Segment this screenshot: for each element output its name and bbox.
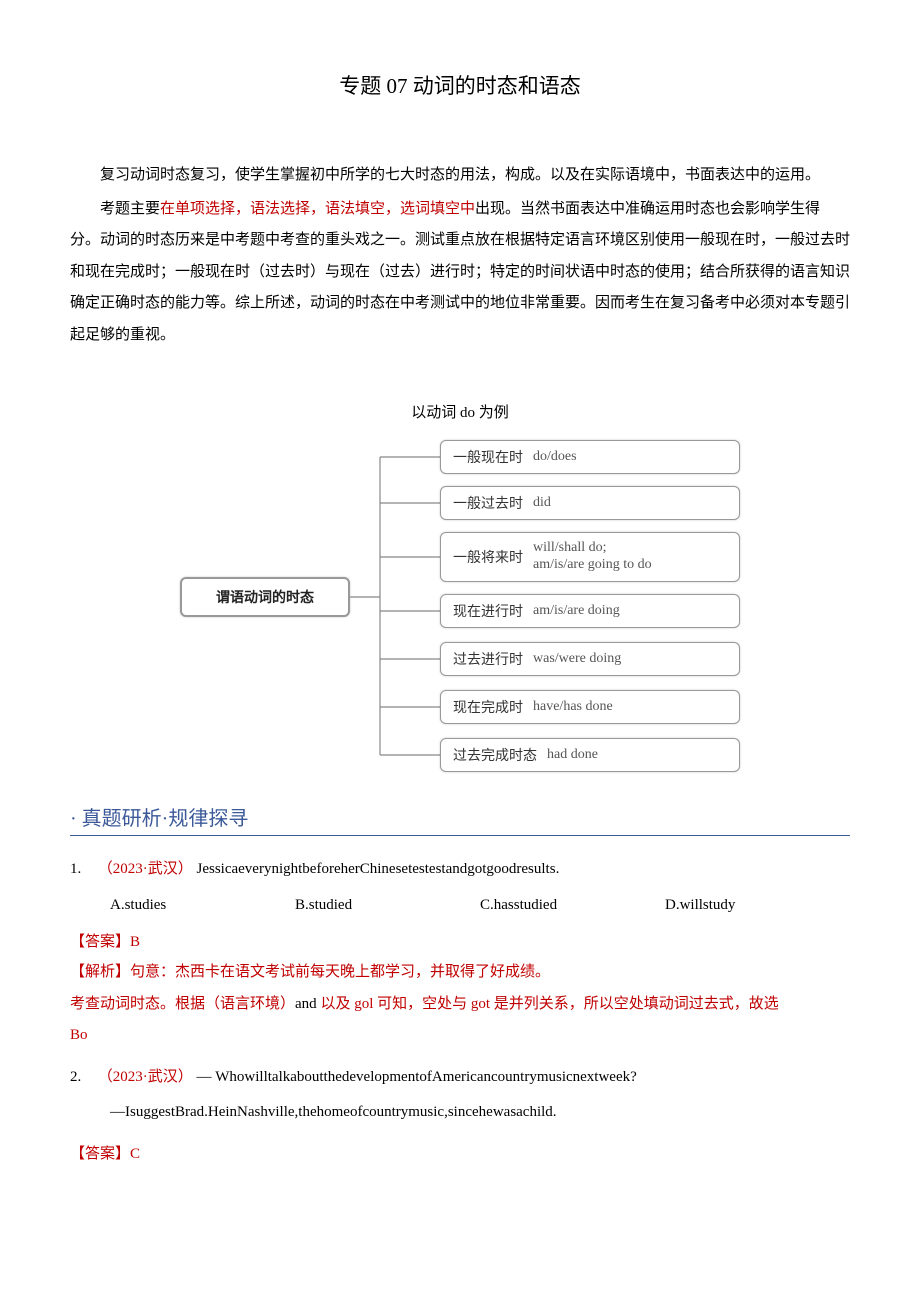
diagram-leaf-6: 过去完成时态 had done [440, 738, 740, 772]
diagram-root: 谓语动词的时态 [180, 577, 350, 617]
q1: 1. （2023·武汉） JessicaeverynightbeforeherC… [70, 854, 850, 886]
page-title: 专题 07 动词的时态和语态 [70, 70, 850, 100]
q2-source: （2023·武汉） [98, 1069, 193, 1085]
diagram-leaf-cn-6: 过去完成时态 [453, 745, 537, 765]
diagram-leaf-5: 现在完成时 have/has done [440, 690, 740, 724]
diagram-leaf-en-2: will/shall do; am/is/are going to do [533, 540, 652, 574]
diagram-connectors [350, 432, 440, 782]
q2-stem-b: —IsuggestBrad.HeinNashville,thehomeofcou… [110, 1097, 850, 1129]
q1-exp2a: 考查动词时态。根据（语言环境） [70, 996, 295, 1012]
diagram-leaf-cn-2: 一般将来时 [453, 547, 523, 567]
q2-ans-value: C [130, 1146, 140, 1162]
q1-explain-1: 【解析】句意：杰西卡在语文考试前每天晚上都学习，并取得了好成绩。 [70, 957, 850, 989]
q1-stem: JessicaeverynightbeforeherChinesetestest… [197, 861, 560, 877]
intro-p2b: 出现。当然书面表达中准确运用时态也会影响学生得分。动词的时态历来是中考题中考查的… [70, 201, 850, 343]
q1-exp-1: 句意：杰西卡在语文考试前每天晚上都学习，并取得了好成绩。 [130, 964, 550, 980]
diagram-leaf-en-0: do/does [533, 449, 577, 466]
q1-answer: 【答案】B [70, 927, 850, 957]
diagram-caption: 以动词 do 为例 [70, 401, 850, 422]
diagram-leaf-3: 现在进行时 am/is/are doing [440, 594, 740, 628]
q1-explain-3: Bo [70, 1020, 850, 1052]
q2-stem-a: — WhowilltalkaboutthedevelopmentofAmeric… [197, 1069, 637, 1085]
diagram-leaf-en-6: had done [547, 747, 598, 764]
q1-num: 1. [70, 854, 94, 886]
q1-ans-label: 【答案】 [70, 934, 130, 950]
section-header: · 真题研析·规律探寻 [70, 802, 850, 836]
diagram-leaf-4: 过去进行时 was/were doing [440, 642, 740, 676]
diagram-leaf-en-4: was/were doing [533, 651, 621, 668]
diagram-leaf-cn-1: 一般过去时 [453, 493, 523, 513]
q1-exp2b: 以及 gol 可知，空处与 got 是并列关系，所以空处填动词过去式，故选 [317, 996, 779, 1012]
diagram-leaf-2: 一般将来时 will/shall do; am/is/are going to d… [440, 532, 740, 582]
diagram-leaf-en-5: have/has done [533, 699, 613, 716]
diagram-leaf-cn-5: 现在完成时 [453, 697, 523, 717]
q1-opt-d: D.willstudy [665, 890, 850, 922]
q2: 2. （2023·武汉） — Whowilltalkaboutthedevelo… [70, 1062, 850, 1094]
intro-p2-red: 在单项选择，语法选择，语法填空，选词填空中 [160, 201, 475, 217]
diagram-leaf-cn-4: 过去进行时 [453, 649, 523, 669]
q2-answer: 【答案】C [70, 1139, 850, 1169]
q1-options: A.studies B.studied C.hasstudied D.wills… [110, 890, 850, 922]
q1-opt-b: B.studied [295, 890, 480, 922]
diagram-leaf-en-3: am/is/are doing [533, 603, 620, 620]
diagram-leaf-cn-0: 一般现在时 [453, 447, 523, 467]
q1-source: （2023·武汉） [98, 861, 193, 877]
q1-ans-value: B [130, 934, 140, 950]
intro-p2: 考题主要在单项选择，语法选择，语法填空，选词填空中出现。当然书面表达中准确运用时… [70, 194, 850, 352]
q1-exp-label: 【解析】 [70, 964, 130, 980]
intro-p1: 复习动词时态复习，使学生掌握初中所学的七大时态的用法，构成。以及在实际语境中，书… [70, 160, 850, 192]
q2-ans-label: 【答案】 [70, 1146, 130, 1162]
tense-diagram: 谓语动词的时态 一般现在时 do/does 一般过去时 did 一般将来时 will/sh… [180, 432, 740, 782]
q2-num: 2. [70, 1062, 94, 1094]
q1-exp-and: and [295, 996, 317, 1012]
intro-p2a: 考题主要 [100, 201, 160, 217]
q1-opt-c: C.hasstudied [480, 890, 665, 922]
diagram-leaf-en-1: did [533, 495, 551, 512]
diagram-leaf-cn-3: 现在进行时 [453, 601, 523, 621]
diagram-leaf-1: 一般过去时 did [440, 486, 740, 520]
q1-opt-a: A.studies [110, 890, 295, 922]
diagram-leaf-0: 一般现在时 do/does [440, 440, 740, 474]
q1-explain-2: 考查动词时态。根据（语言环境）and 以及 gol 可知，空处与 got 是并列… [70, 989, 850, 1021]
